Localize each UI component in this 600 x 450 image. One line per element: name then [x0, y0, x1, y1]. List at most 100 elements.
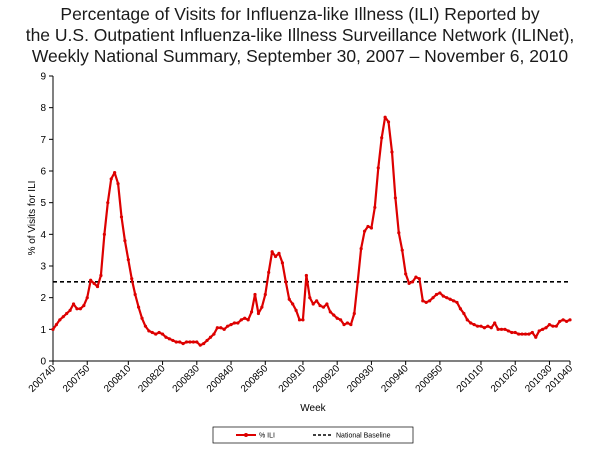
ili-data-point	[356, 280, 360, 284]
ili-data-point	[184, 340, 189, 344]
ili-data-point	[544, 326, 548, 330]
x-tick-label: 200740	[27, 363, 59, 395]
ili-data-point	[65, 311, 69, 316]
ili-data-point	[133, 292, 137, 297]
ili-data-point	[421, 299, 425, 303]
ili-data-point	[448, 297, 452, 301]
ili-data-point	[188, 340, 192, 344]
x-axis-ticks: 200740 200750 200810 200820 200830 200840 2008…	[27, 361, 575, 395]
ili-data-point	[160, 332, 165, 336]
x-tick-label: 200840	[205, 363, 237, 395]
x-tick-label: 200820	[136, 363, 168, 395]
x-tick-label: 200920	[311, 363, 343, 395]
y-tick-label: 4	[40, 230, 46, 241]
y-tick-label: 6	[40, 167, 46, 178]
ili-data-point	[277, 251, 281, 255]
ili-data-point	[308, 296, 312, 300]
ili-data-point	[321, 305, 326, 309]
ili-data-point	[479, 324, 483, 328]
ili-data-point	[256, 311, 261, 316]
ili-data-point	[174, 340, 178, 344]
ili-data-point	[503, 327, 507, 331]
ili-data-point	[116, 182, 120, 186]
ili-data-point	[390, 150, 394, 154]
ili-data-point	[541, 327, 545, 331]
x-tick-label: 200850	[239, 363, 271, 395]
ili-data-point	[345, 321, 350, 325]
ili-data-point	[212, 332, 216, 336]
ili-data-point	[297, 318, 302, 322]
ili-data-point	[534, 335, 538, 339]
ili-data-point	[400, 248, 404, 252]
ili-data-point	[462, 311, 466, 316]
ili-data-point	[304, 273, 308, 278]
ili-data-point	[359, 246, 363, 251]
ili-data-point	[232, 321, 237, 325]
chart-title: Percentage of Visits for Influenza-like …	[0, 4, 600, 67]
ili-data-point	[438, 291, 442, 295]
ili-data-point	[445, 296, 449, 300]
ili-data-point	[164, 335, 168, 339]
ili-data-point	[383, 115, 387, 119]
ili-data-point	[362, 229, 367, 233]
y-tick-label: 9	[40, 72, 46, 83]
ili-data-point	[143, 324, 148, 328]
ili-data-point	[455, 300, 459, 305]
ili-data-point	[71, 302, 76, 306]
ili-data-point	[373, 205, 377, 210]
ili-data-point	[126, 258, 130, 262]
ili-data-point	[239, 318, 243, 322]
ili-data-point	[191, 340, 195, 344]
ili-data-point	[113, 170, 117, 175]
ili-data-point	[198, 343, 202, 347]
legend-ili-marker	[244, 433, 248, 437]
ili-data-point	[106, 201, 110, 205]
ili-data-point	[465, 318, 469, 322]
y-tick-label: 1	[40, 325, 46, 336]
ili-data-point	[119, 215, 124, 219]
ili-data-point	[414, 275, 418, 279]
ili-data-point	[339, 318, 343, 322]
ili-data-point	[311, 302, 315, 306]
y-axis-label: % of Visits for ILI	[27, 181, 38, 256]
chart-axes	[52, 76, 570, 362]
ili-data-point	[102, 232, 106, 236]
y-axis-ticks: 0 1 2 3 4 5 6 7 8 9	[40, 72, 53, 368]
ili-data-point	[506, 329, 510, 333]
ili-data-point	[68, 308, 72, 312]
ili-data-point	[496, 327, 500, 331]
ili-data-point	[236, 321, 240, 325]
ili-data-point	[530, 330, 534, 335]
ili-data-point	[499, 327, 504, 331]
ili-data-point	[410, 280, 415, 284]
ili-data-point	[472, 322, 476, 327]
ili-data-point	[222, 327, 226, 331]
ili-data-point	[434, 292, 439, 297]
legend-ili-label: % ILI	[259, 433, 275, 440]
ili-data-point	[489, 326, 493, 330]
x-tick-label: 200910	[277, 363, 309, 395]
chart-title-line-1: Percentage of Visits for Influenza-like …	[60, 4, 540, 24]
ili-data-point	[469, 321, 473, 325]
ili-data-point	[369, 226, 374, 230]
ili-data-point	[260, 305, 264, 309]
ili-data-point	[352, 311, 356, 316]
x-tick-label: 200930	[345, 363, 377, 395]
ili-data-point	[92, 281, 96, 286]
ili-data-point	[219, 326, 223, 330]
ili-data-point	[178, 340, 182, 344]
ili-data-point	[332, 313, 336, 317]
ili-data-point	[568, 318, 572, 322]
ili-data-point	[253, 292, 257, 297]
ili-data-point	[136, 305, 141, 309]
ili-data-point	[424, 300, 428, 305]
ili-data-point	[294, 308, 298, 312]
x-tick-label: 200830	[171, 363, 203, 395]
ili-data-point	[386, 120, 391, 124]
ili-data-point	[195, 340, 199, 344]
x-tick-label: 200940	[379, 363, 411, 395]
ili-data-point	[527, 332, 531, 336]
ili-data-point	[205, 338, 209, 343]
ili-data-point	[243, 316, 247, 320]
